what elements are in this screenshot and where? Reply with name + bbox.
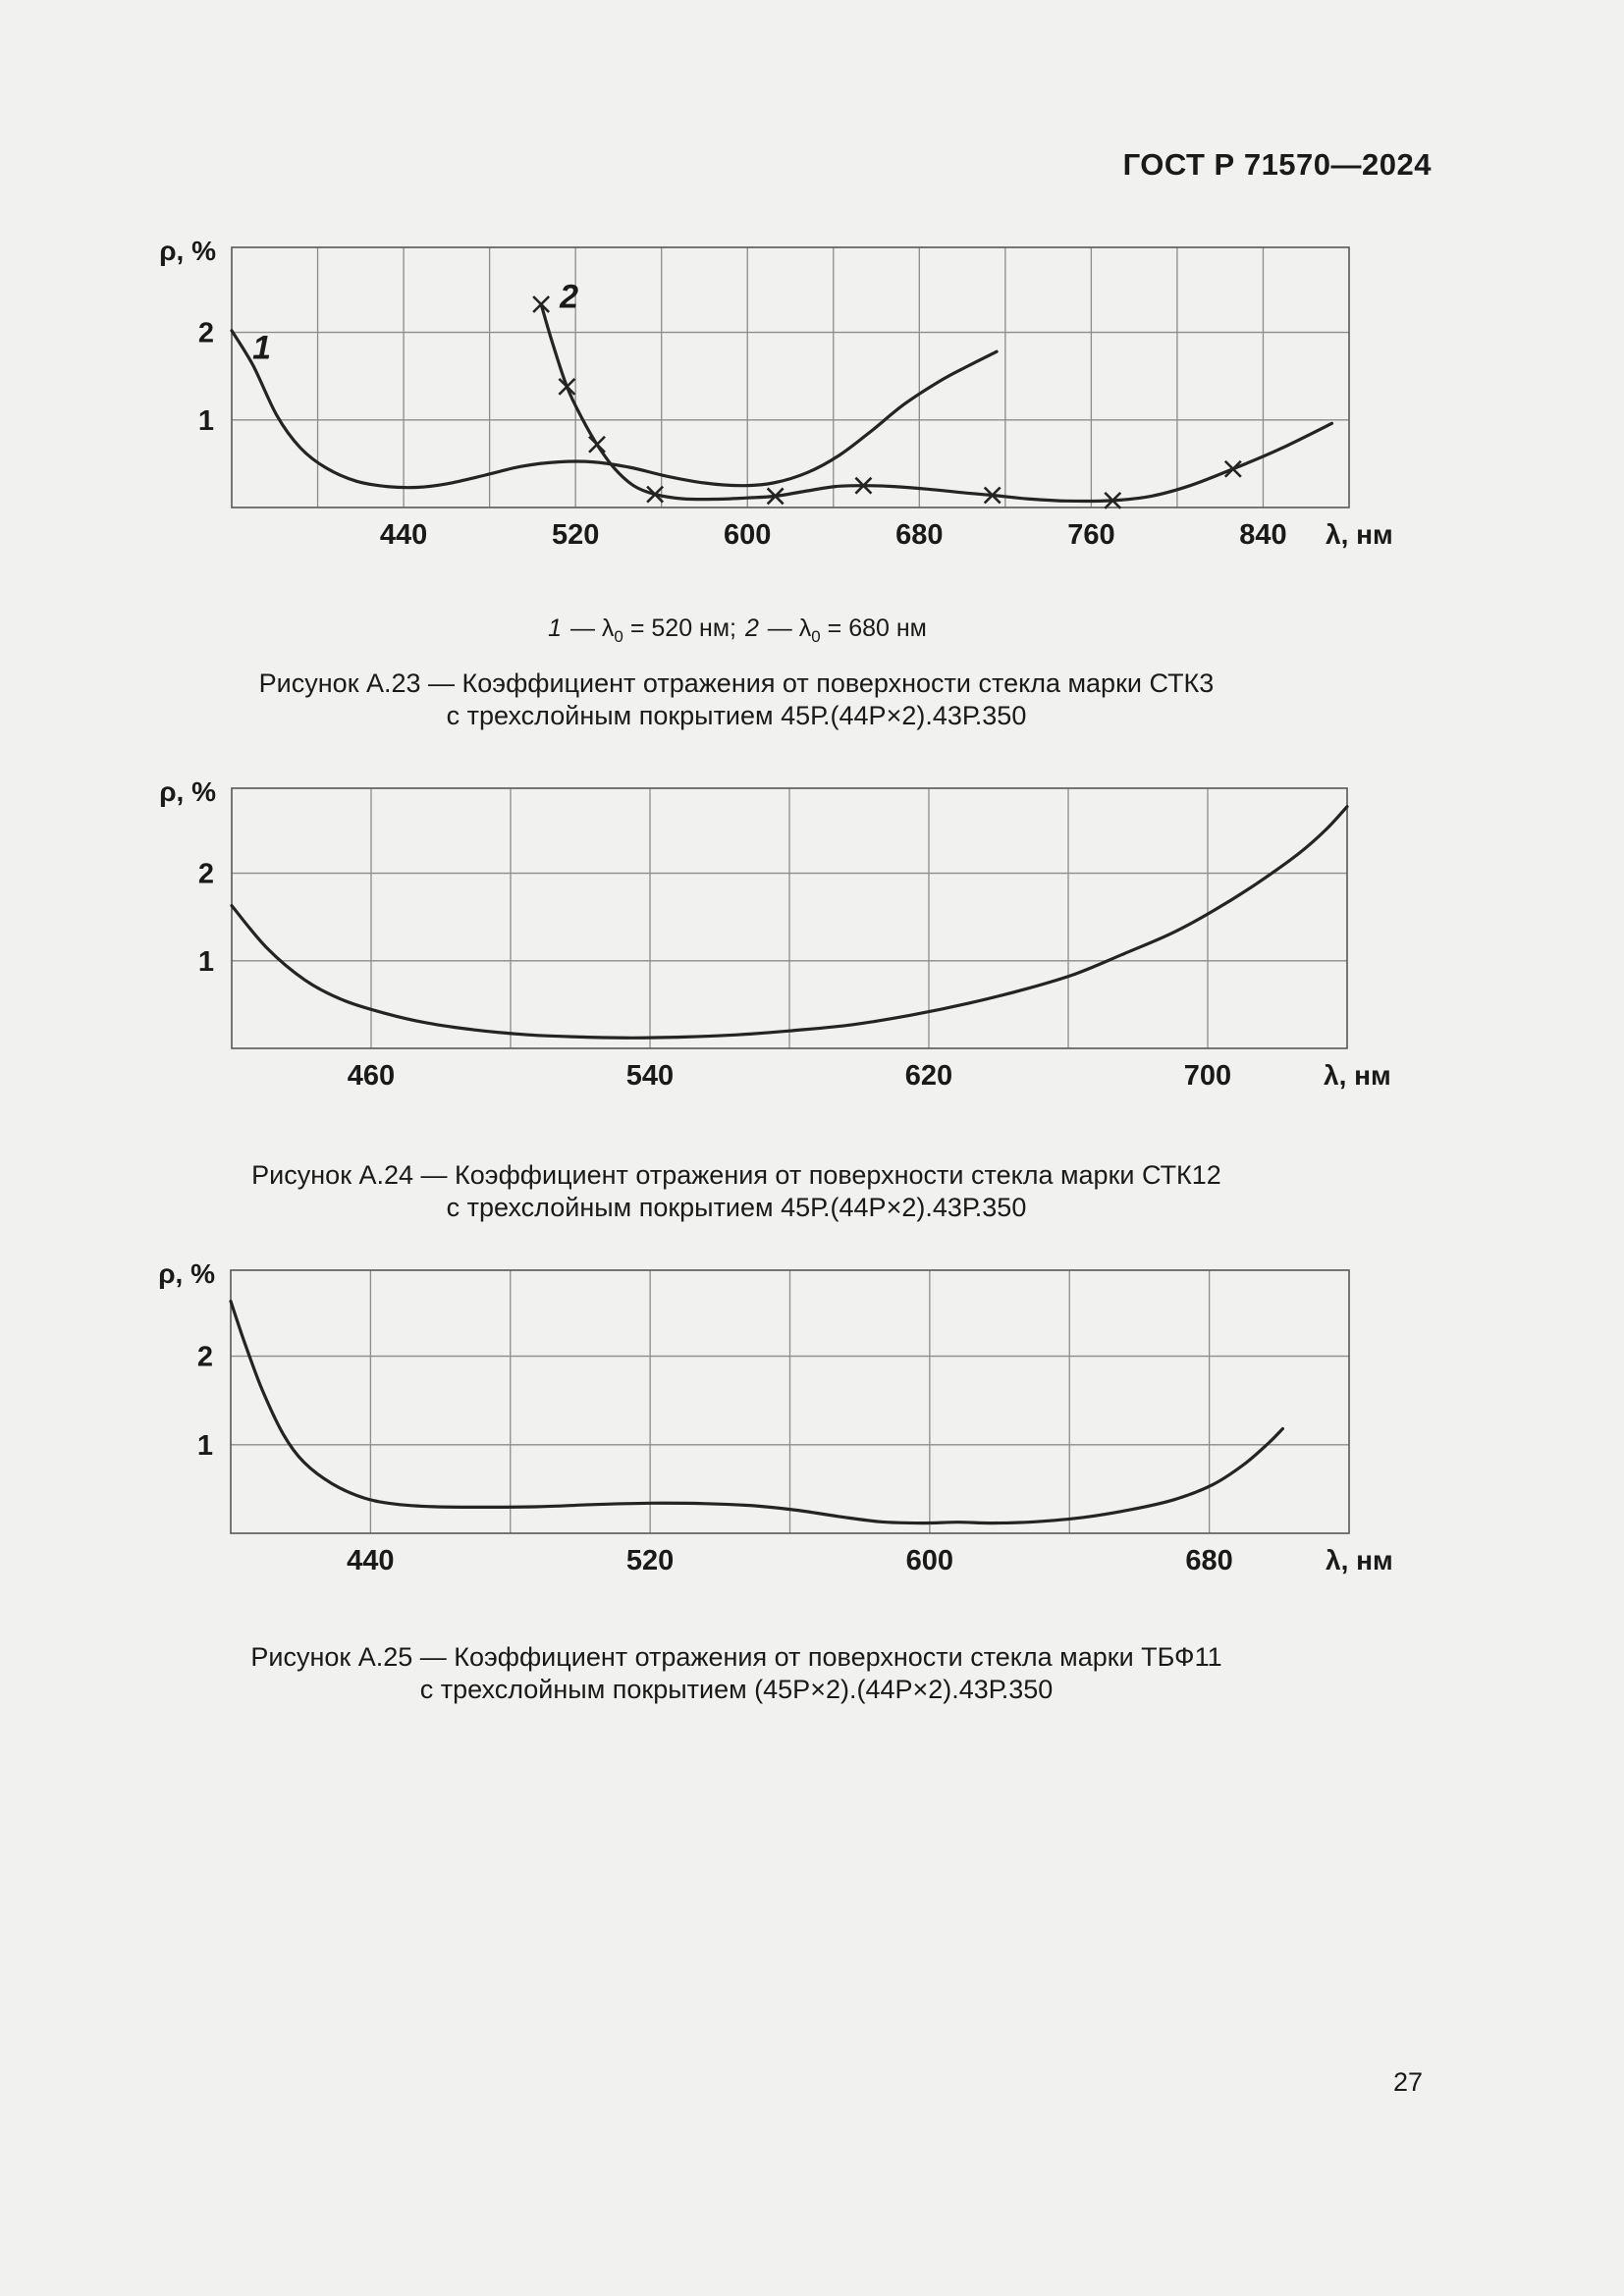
curve-line	[230, 329, 999, 490]
x-tick-label: 440	[347, 1545, 394, 1576]
caption-line: с трехслойным покрытием (45Р×2).(44Р×2).…	[419, 1675, 1054, 1704]
x-tick-label: 520	[626, 1545, 674, 1576]
legend-part: — λ	[564, 614, 615, 642]
x-tick-label: 840	[1239, 519, 1286, 551]
curve-line	[539, 302, 1334, 504]
x-tick-label: 700	[1184, 1060, 1231, 1092]
y-axis-label: ρ, %	[159, 776, 216, 807]
legend-part: 0	[614, 627, 623, 646]
legend-part: 1	[548, 614, 563, 642]
x-tick-label: 620	[905, 1060, 952, 1092]
page-number: 27	[1392, 2067, 1423, 2097]
curve-x-marker	[1223, 459, 1242, 478]
legend-part: = 680 нм	[820, 614, 927, 642]
caption-line: Рисунок А.24 — Коэффициент отражения от …	[251, 1160, 1221, 1190]
x-tick-label: 460	[348, 1060, 395, 1092]
caption-line: с трехслойным покрытием 45Р.(44Р×2).43Р.…	[446, 1193, 1027, 1222]
plot-frame	[231, 787, 1348, 1049]
figure-a24-caption: Рисунок А.24 — Коэффициент отражения от …	[118, 1159, 1355, 1224]
legend-part: 0	[811, 627, 821, 646]
curve-x-marker	[646, 485, 665, 504]
legend-part: 2	[744, 614, 759, 642]
curve-line	[230, 805, 1349, 1040]
x-tick-label: 600	[724, 519, 771, 551]
curve-x-marker	[588, 435, 606, 454]
y-tick-label: 1	[198, 405, 214, 437]
x-tick-label: 540	[626, 1060, 674, 1092]
x-tick-label: 440	[380, 519, 427, 551]
curve-x-marker	[854, 476, 873, 495]
curve-x-marker	[766, 487, 785, 506]
figure-a23-caption: Рисунок А.23 — Коэффициент отражения от …	[118, 667, 1355, 732]
x-axis-label: λ, нм	[1324, 1060, 1391, 1091]
curve-x-marker	[532, 295, 551, 313]
curve-x-marker	[983, 486, 1001, 505]
curve-line	[229, 1300, 1284, 1525]
caption-line: Рисунок А.25 — Коэффициент отражения от …	[250, 1642, 1222, 1672]
x-tick-label: 680	[1185, 1545, 1232, 1576]
legend-part: = 520 нм;	[623, 614, 743, 642]
y-axis-label: ρ, %	[158, 1258, 215, 1289]
y-axis-label: ρ, %	[159, 236, 216, 266]
figure-a25-caption: Рисунок А.25 — Коэффициент отражения от …	[118, 1641, 1355, 1706]
figure-a23-legend: 1 — λ0 = 520 нм; 2 — λ0 = 680 нм	[118, 614, 1355, 647]
curve-x-marker	[558, 377, 576, 396]
y-tick-label: 1	[197, 1430, 213, 1462]
y-tick-label: 2	[197, 1342, 213, 1373]
caption-line: Рисунок А.23 — Коэффициент отражения от …	[258, 668, 1215, 698]
plot-frame	[230, 1269, 1350, 1534]
y-tick-label: 2	[198, 859, 214, 890]
caption-line: с трехслойным покрытием 45Р.(44Р×2).43Р.…	[446, 701, 1027, 730]
curve-number-label: 2	[559, 279, 578, 316]
x-tick-label: 600	[906, 1545, 953, 1576]
curve-x-marker	[1104, 491, 1122, 509]
x-tick-label: 520	[552, 519, 599, 551]
x-axis-label: λ, нм	[1326, 519, 1393, 550]
legend-part: — λ	[760, 614, 812, 642]
y-tick-label: 1	[198, 946, 214, 978]
plot-frame	[231, 246, 1350, 508]
x-axis-label: λ, нм	[1326, 1545, 1393, 1575]
x-tick-label: 760	[1067, 519, 1114, 551]
y-tick-label: 2	[198, 318, 214, 349]
curve-number-label: 1	[252, 329, 271, 366]
page-header: ГОСТ Р 71570—2024	[1122, 147, 1432, 182]
x-tick-label: 680	[895, 519, 943, 551]
